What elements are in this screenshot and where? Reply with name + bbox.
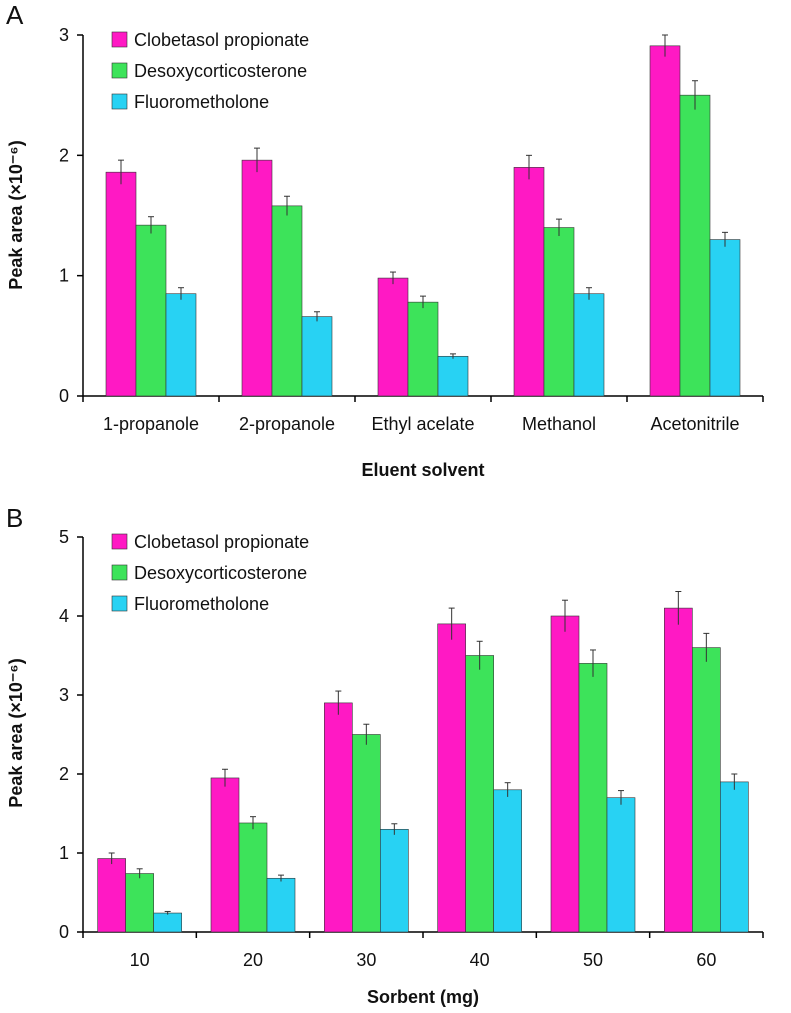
panel-b-bar-2-3 — [352, 734, 381, 933]
panel-a-ytick-label: 1 — [59, 266, 69, 286]
panel-a-legend-swatch-1 — [111, 31, 128, 48]
panel-a-bar-2-4 — [543, 227, 575, 397]
panel-a-ytick-label: 0 — [59, 386, 69, 406]
panel-a-legend-swatch-3 — [111, 93, 128, 110]
panel-b-bar-1-3 — [324, 702, 353, 933]
panel-b-bar-1-1 — [97, 858, 126, 933]
panel-b-bar-3-1 — [153, 912, 182, 933]
panel-a: A Peak area (×10⁻⁶) Eluent solvent 0 1 2 3 1… — [6, 0, 764, 480]
panel-a-bar-3-3 — [437, 355, 469, 397]
panel-a-bar-2-2 — [271, 205, 303, 397]
panel-a-legend-swatch-2 — [111, 62, 128, 79]
panel-b-bar-2-1 — [125, 873, 154, 933]
panel-a-bar-3-5 — [709, 239, 741, 397]
panel-a-bar-3-1 — [165, 293, 197, 397]
panel-b-legend-label-2: Desoxycorticosterone — [134, 563, 307, 583]
panel-b-bar-3-3 — [380, 828, 409, 933]
panel-b-legend-swatch-3 — [111, 595, 128, 612]
panel-a-xlabel: Eluent solvent — [361, 460, 484, 480]
panel-a-ytick-label: 3 — [59, 25, 69, 45]
panel-b-ytick-label: 2 — [59, 764, 69, 784]
panel-b-ylabel-text: Peak area (×10⁻⁶) — [6, 658, 26, 807]
panel-b-bar-3-6 — [720, 781, 749, 933]
panel-a-bar-1-5 — [649, 45, 681, 397]
panel-b-bar-1-2 — [210, 777, 240, 933]
panel-b-category-label: 10 — [130, 950, 150, 970]
panel-b-ytick-label: 5 — [59, 527, 69, 547]
panel-b-plot: 0 1 2 3 4 5 10 20 30 40 50 60 Clobetasol propionate D… — [59, 527, 764, 970]
panel-b-bar-3-4 — [493, 789, 522, 933]
panel-b-ytick-label: 4 — [59, 606, 69, 626]
panel-b-ytick-label: 1 — [59, 843, 69, 863]
panel-b-legend-label-1: Clobetasol propionate — [134, 532, 309, 552]
panel-a-bar-2-1 — [135, 224, 167, 397]
panel-b-bar-3-5 — [606, 797, 636, 933]
panel-a-category-label: 1-propanole — [103, 414, 199, 434]
panel-b-category-label: 60 — [696, 950, 716, 970]
panel-a-category-label: 2-propanole — [239, 414, 335, 434]
panel-a-bar-2-5 — [679, 94, 711, 397]
panel-b-letter: B — [6, 503, 23, 533]
panel-a-category-label: Ethyl acelate — [371, 414, 474, 434]
panel-a-legend-label-3: Fluorometholone — [134, 92, 269, 112]
panel-b-bar-2-5 — [578, 663, 608, 933]
panel-a-legend-label-2: Desoxycorticosterone — [134, 61, 307, 81]
panel-b-bar-2-4 — [465, 655, 494, 933]
panel-a-bar-2-3 — [407, 301, 439, 397]
panel-b-bar-1-4 — [437, 623, 466, 933]
panel-b-legend-swatch-1 — [111, 533, 128, 550]
panel-a-bar-3-4 — [573, 293, 605, 397]
panel-b-legend-label-3: Fluorometholone — [134, 594, 269, 614]
panel-a-category-label: Acetonitrile — [650, 414, 739, 434]
panel-b-ylabel: Peak area (×10⁻⁶) — [6, 658, 26, 807]
panel-a-bar-1-2 — [241, 159, 273, 397]
panel-b: B Peak area (×10⁻⁶) Sorbent (mg) 0 1 2 3 4 5 1… — [6, 503, 764, 1007]
panel-a-bar-3-2 — [301, 316, 333, 397]
panel-a-letter: A — [6, 0, 24, 30]
panel-b-legend-swatch-2 — [111, 564, 128, 581]
panel-a-bar-1-1 — [105, 171, 137, 397]
panel-b-category-label: 40 — [470, 950, 490, 970]
panel-a-bar-1-3 — [377, 277, 409, 397]
panel-b-bar-2-6 — [692, 647, 721, 933]
panel-b-category-label: 20 — [243, 950, 263, 970]
panel-b-ytick-label: 3 — [59, 685, 69, 705]
panel-a-ylabel: Peak area (×10⁻⁶) — [6, 140, 26, 289]
panel-b-ytick-label: 0 — [59, 922, 69, 942]
panel-a-legend-label-1: Clobetasol propionate — [134, 30, 309, 50]
panel-a-plot: 0 1 2 3 1-propanole 2-propanole Ethyl acelate M… — [59, 25, 764, 434]
panel-b-xlabel: Sorbent (mg) — [367, 987, 479, 1007]
panel-a-category-label: Methanol — [522, 414, 596, 434]
panel-b-category-label: 30 — [356, 950, 376, 970]
panel-b-category-label: 50 — [583, 950, 603, 970]
panel-a-ylabel-text: Peak area (×10⁻⁶) — [6, 140, 26, 289]
panel-b-bar-1-5 — [550, 615, 580, 933]
panel-b-bar-3-2 — [266, 877, 296, 933]
panel-b-bar-2-2 — [238, 822, 268, 933]
panel-a-ytick-label: 2 — [59, 145, 69, 165]
panel-b-bar-1-6 — [664, 607, 693, 933]
panel-a-bar-1-4 — [513, 167, 545, 397]
